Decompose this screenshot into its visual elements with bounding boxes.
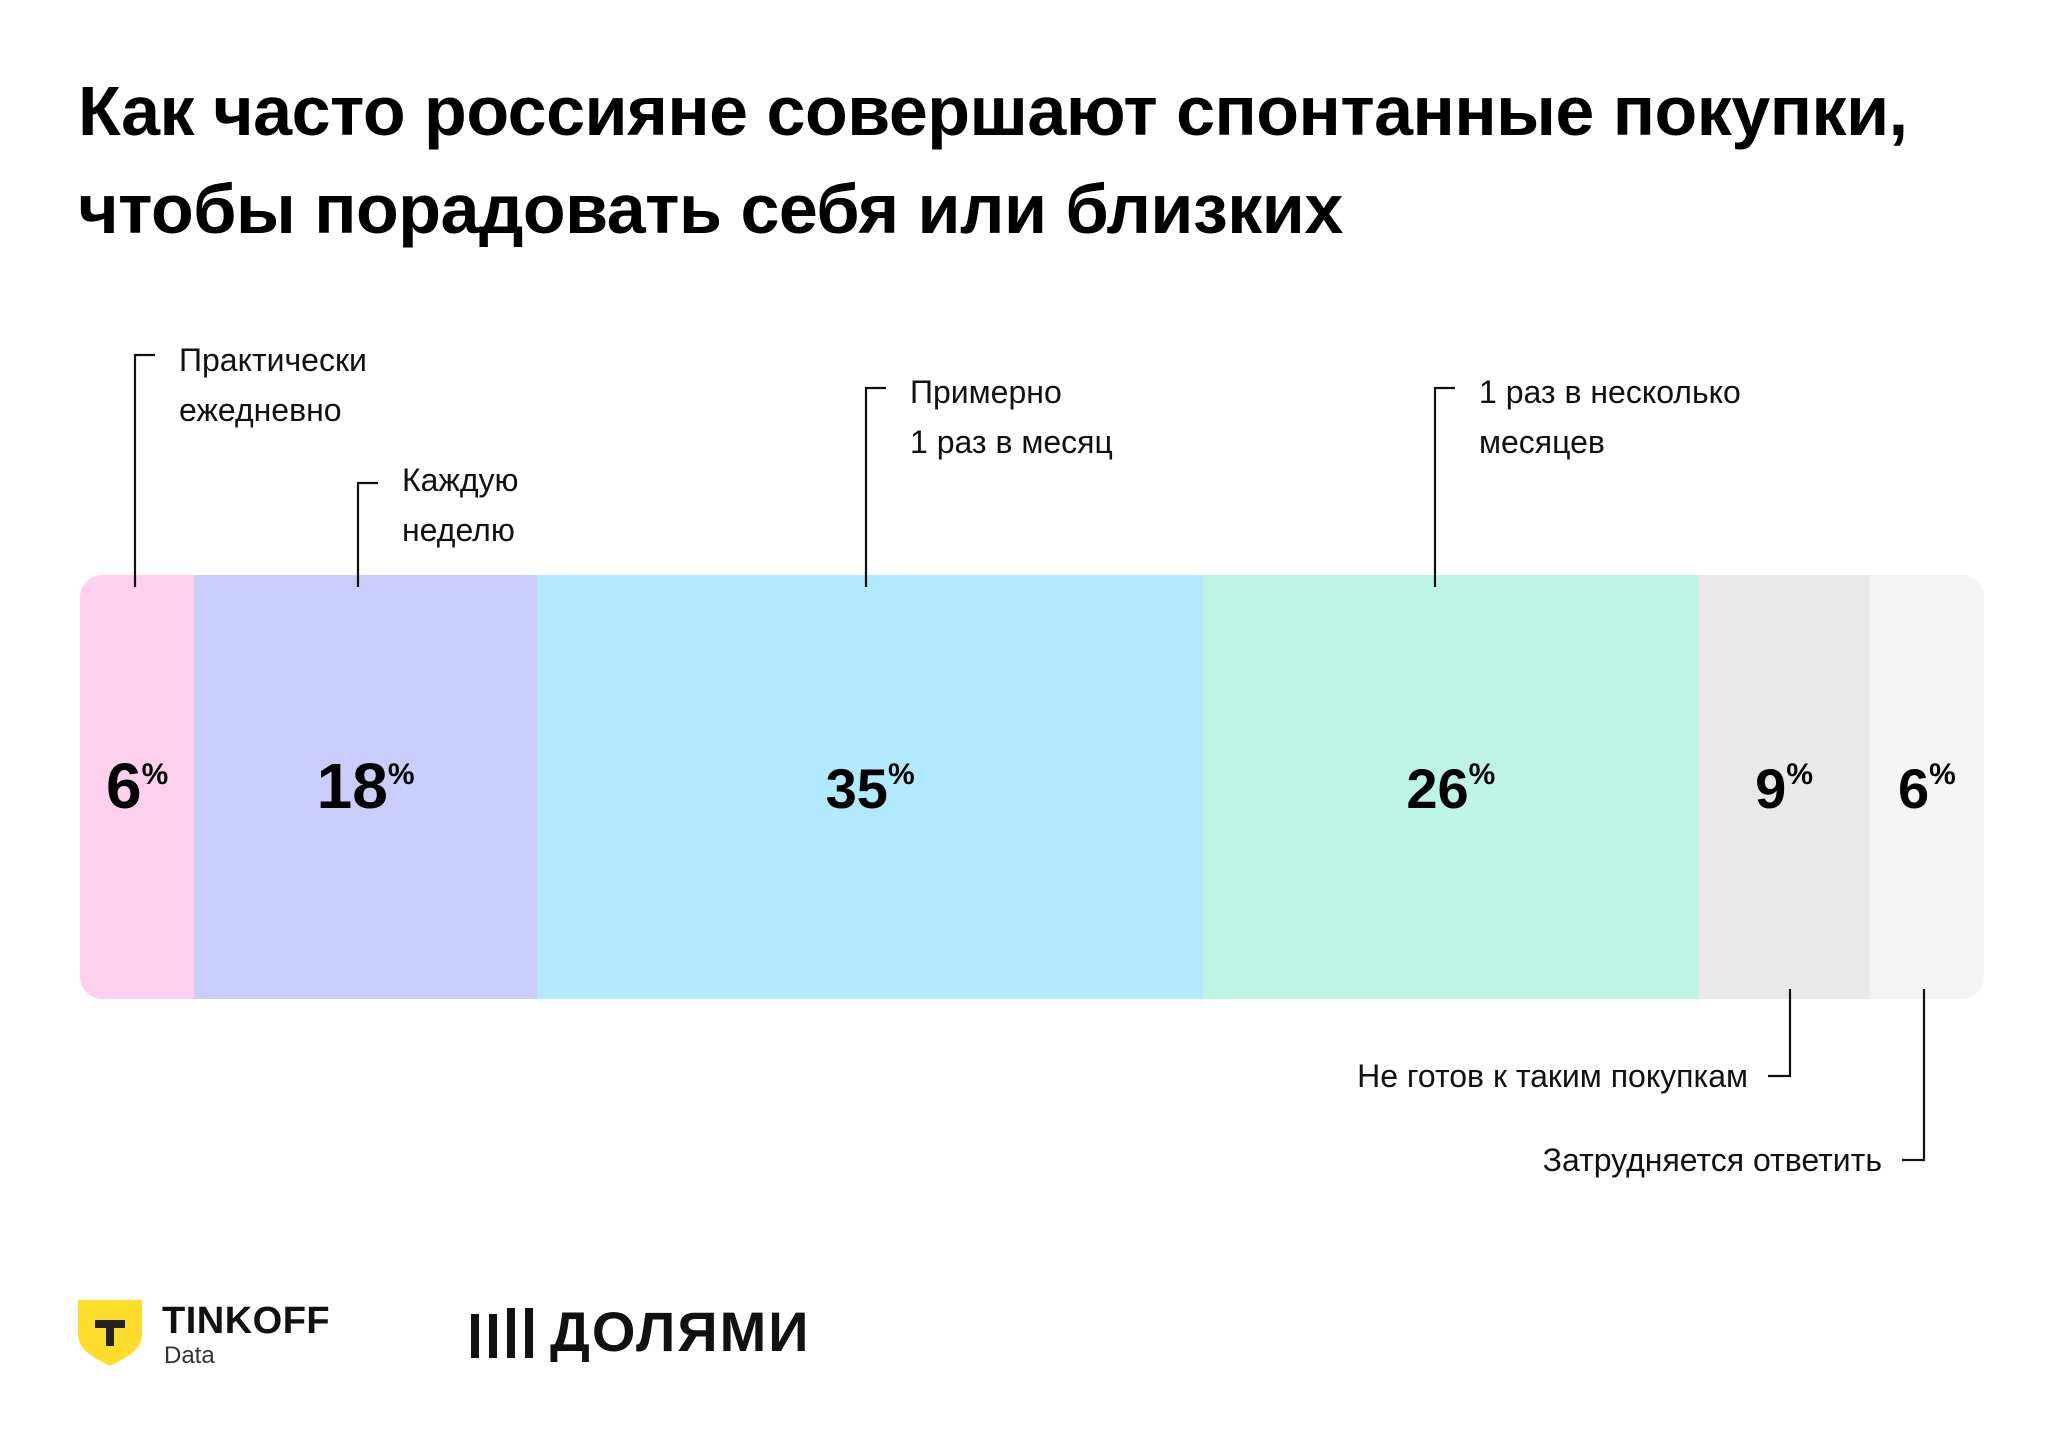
data-label: 6%	[1898, 757, 1956, 820]
data-label: 18%	[317, 750, 415, 822]
tinkoff-shield-icon	[78, 1300, 142, 1366]
tinkoff-logo-sub: Data	[164, 1342, 215, 1369]
bar-segment	[536, 575, 1204, 999]
category-label: Не готов к таким покупкам	[1357, 1058, 1748, 1094]
category-label: 1 раз в несколько месяцев	[1479, 374, 1741, 460]
leader-line	[133, 353, 155, 587]
tinkoff-logo-name: TINKOFF	[162, 1300, 331, 1342]
dolyami-logo-name: ДОЛЯМИ	[550, 1300, 811, 1363]
leader-line	[1768, 989, 1792, 1078]
leader-line	[1433, 386, 1455, 587]
leader-line	[1902, 989, 1926, 1162]
data-label: 35%	[826, 757, 915, 820]
category-label: Затрудняется ответить	[1543, 1142, 1882, 1178]
bar-segment	[194, 575, 538, 999]
dolyami-bars-icon	[471, 1308, 533, 1358]
chart-title: Как часто россияне совершают спонтанные …	[78, 72, 1908, 248]
leader-line	[356, 481, 378, 587]
bar-segment	[80, 575, 195, 999]
bar-segment	[1203, 575, 1699, 999]
stacked-bar-chart: 6% 18% 35% 26% 9% 6% Практически ежедневно Кажд…	[80, 342, 1984, 1178]
bar-segment	[1698, 575, 1871, 999]
bar-segment	[1869, 575, 1984, 999]
category-label: Практически ежедневно	[179, 342, 367, 428]
data-label: 26%	[1406, 757, 1495, 820]
logo-strip: TINKOFF Data ДОЛЯМИ	[78, 1300, 878, 1390]
category-label: Примерно 1 раз в месяц	[910, 374, 1113, 460]
data-label: 9%	[1755, 757, 1813, 820]
data-label: 6%	[106, 750, 168, 822]
category-label: Каждую неделю	[402, 462, 519, 548]
leader-line	[864, 386, 886, 587]
